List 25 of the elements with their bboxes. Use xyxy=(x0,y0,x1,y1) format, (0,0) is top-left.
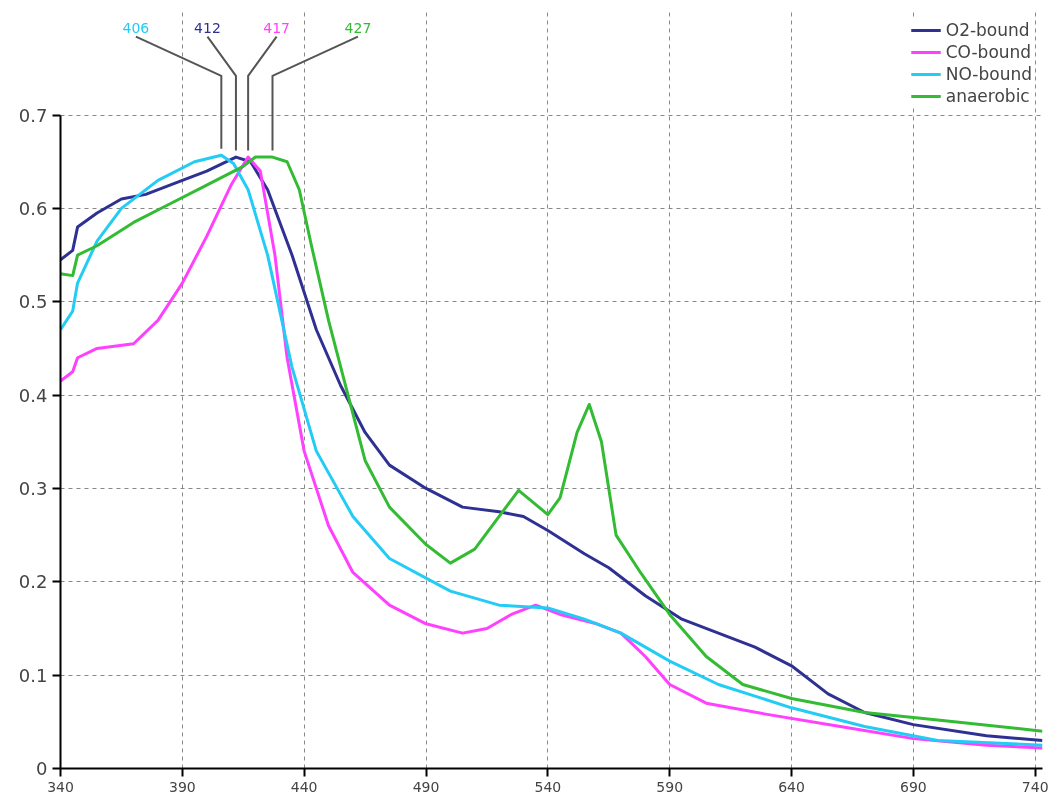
y-tick-label: 0 xyxy=(36,758,48,779)
x-tick-label: 690 xyxy=(899,778,927,795)
legend-label: NO-bound xyxy=(945,64,1032,84)
y-tick-label: 0.4 xyxy=(18,384,48,406)
y-tick-label: 0.1 xyxy=(18,664,48,686)
x-tick-label: 490 xyxy=(412,778,440,795)
x-tick-label: 390 xyxy=(168,778,196,795)
y-tick-label: 0.5 xyxy=(18,291,48,313)
legend-label: anaerobic xyxy=(945,86,1030,106)
x-tick-label: 340 xyxy=(47,778,74,795)
annotation: 417 xyxy=(263,20,290,37)
annotation: 427 xyxy=(344,20,372,37)
legend-label: O2-bound xyxy=(945,20,1030,40)
annotation: 412 xyxy=(194,20,221,37)
annotation: 406 xyxy=(122,20,150,37)
legend-label: CO-bound xyxy=(945,42,1032,62)
x-tick-label: 440 xyxy=(290,778,318,795)
y-tick-label: 0.2 xyxy=(18,571,48,593)
x-tick-label: 740 xyxy=(1021,778,1049,795)
x-tick-label: 590 xyxy=(656,778,684,795)
x-tick-label: 640 xyxy=(778,778,805,795)
y-tick-label: 0.6 xyxy=(18,197,48,219)
y-tick-label: 0.7 xyxy=(18,104,48,126)
x-tick-label: 540 xyxy=(534,778,562,795)
y-tick-label: 0.3 xyxy=(18,477,48,499)
